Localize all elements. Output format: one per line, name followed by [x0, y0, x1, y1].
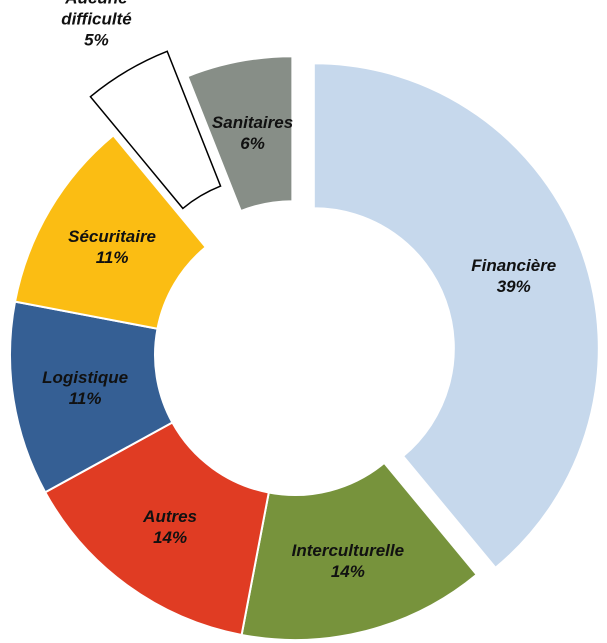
value-label: 39% — [496, 277, 531, 297]
value-label: 11% — [95, 247, 129, 267]
value-label: 14% — [153, 527, 188, 547]
category-label: Sécuritaire — [68, 226, 157, 246]
segment-label: Sanitaires 6% — [212, 112, 293, 154]
value-label: 6% — [240, 133, 265, 153]
donut-segment — [240, 461, 479, 641]
segment-label: Logistique 11% — [42, 367, 128, 409]
donut-segment — [13, 133, 208, 330]
category-label: Logistique — [42, 368, 129, 388]
value-label: 14% — [330, 561, 365, 581]
donut-segment — [312, 62, 600, 570]
category-label: Aucune difficulté — [61, 0, 132, 29]
category-label: Sanitaires — [211, 112, 294, 132]
donut-segment — [89, 50, 222, 210]
segment-label: Financière 39% — [471, 255, 556, 297]
value-label: 5% — [84, 30, 109, 50]
donut-segment — [43, 421, 270, 637]
segment-label: Autres 14% — [143, 506, 197, 548]
value-label: 11% — [68, 389, 102, 409]
category-label: Autres — [143, 506, 198, 526]
category-label: Interculturelle — [291, 540, 405, 560]
category-label: Financière — [471, 256, 557, 276]
segment-label: Interculturelle 14% — [292, 540, 404, 582]
segment-label: Sécuritaire 11% — [68, 226, 156, 268]
donut-segment — [186, 55, 294, 213]
donut-segment — [9, 300, 174, 494]
